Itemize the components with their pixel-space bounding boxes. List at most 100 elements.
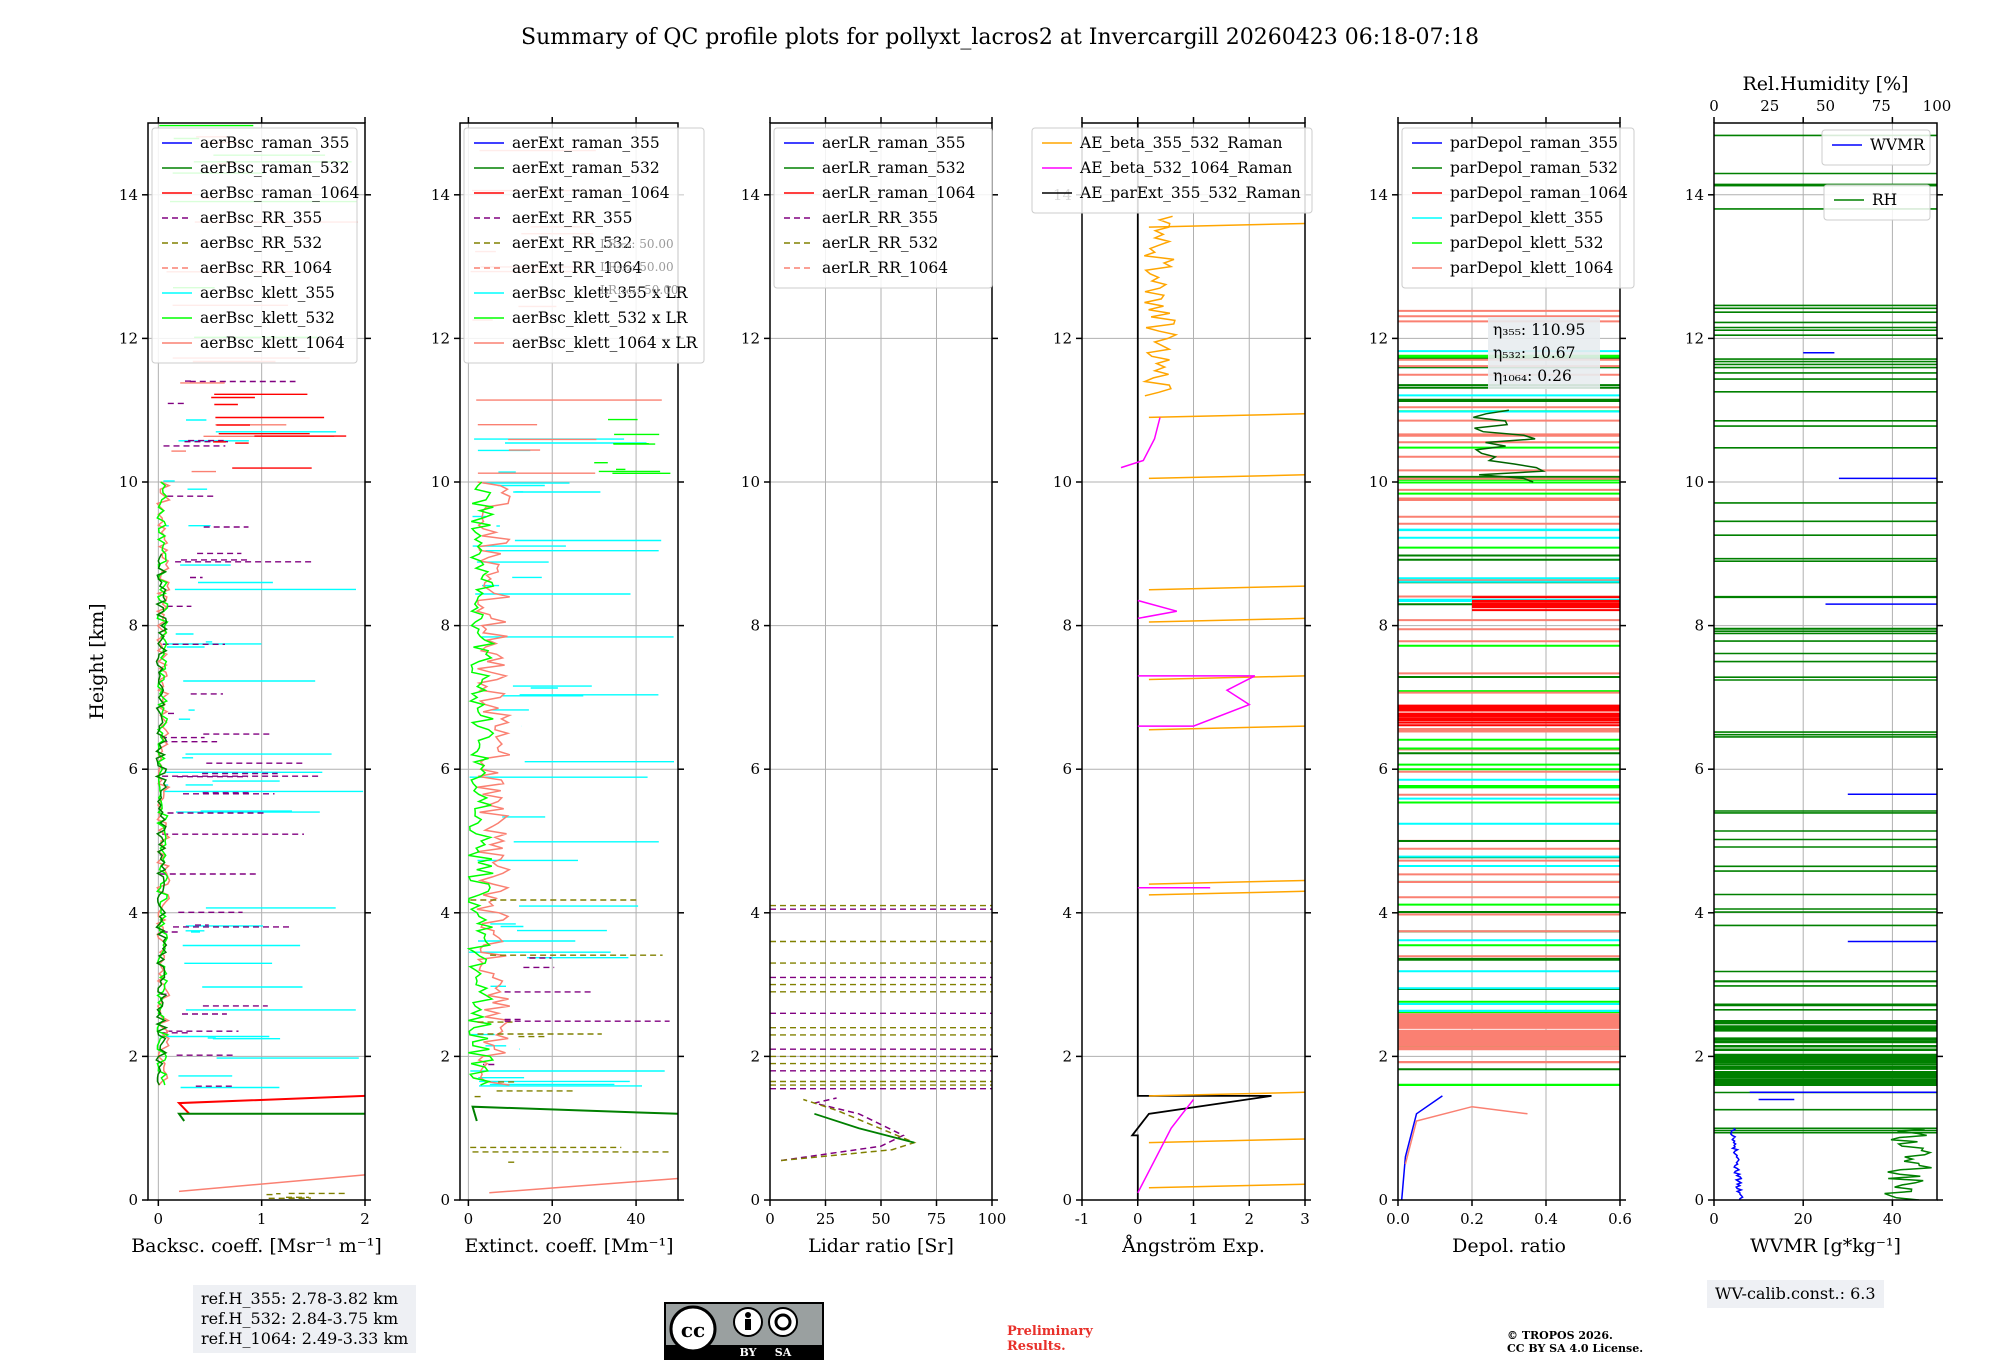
figure-title: Summary of QC profile plots for pollyxt_… (521, 25, 1479, 50)
trace-pardepol-raman-355 (1400, 1095, 1443, 1200)
trace-klett-1064-ext-profile (475, 481, 513, 1086)
cc-icon (669, 1305, 717, 1353)
legend-label: aerExt_RR_355 (512, 209, 633, 227)
x-top-tick-label: 75 (1872, 97, 1891, 115)
panel-frame (459, 122, 679, 1201)
annotation-label: η₁₀₆₄: 0.26 (1493, 367, 1572, 385)
y-tick-label: 4 (128, 904, 138, 922)
legend-label: parDepol_raman_1064 (1450, 184, 1628, 202)
y-tick-label: 12 (1369, 329, 1388, 347)
x-tick-label: 0 (765, 1210, 775, 1228)
panel-frame (1397, 122, 1621, 1201)
y-tick-label: 2 (440, 1047, 450, 1065)
chart-panel-5: 0 2 4 6 8 10 12 14 0.0 0.2 0.4 0.6 Depol. ratio parDe… (1369, 117, 1635, 1257)
y-tick-label: 0 (128, 1191, 138, 1209)
trace-aerlr-rr-532-curve (781, 1098, 917, 1162)
trace-ae-beta-532-1064-8km (1137, 599, 1177, 620)
legend-label: aerLR_raman_355 (822, 134, 965, 152)
trace-ae-beta-355-532-line (1148, 474, 1305, 480)
ref-height-355: ref.H_355: 2.78-3.82 km (201, 1289, 399, 1308)
legend-panel-5: parDepol_raman_355 parDepol_raman_532 parD… (1401, 127, 1635, 289)
trace-ae-beta-532-1064-mid (1137, 675, 1256, 727)
annotation-label: LR₅₃₂: 50.00 (600, 260, 674, 274)
y-tick-label: 2 (750, 1047, 760, 1065)
y-tick-label: 0 (1378, 1191, 1388, 1209)
trace-ae-beta-532-1064-10km (1120, 417, 1161, 469)
y-tick-label: 0 (750, 1191, 760, 1209)
legend-label: AE_beta_355_532_Raman (1079, 134, 1282, 152)
y-tick-label: 10 (431, 473, 450, 491)
y-tick-label: 8 (1378, 617, 1388, 635)
legend-label: aerExt_RR_532 (512, 234, 633, 252)
annotation-box: LR₃₅₅: 50.00 LR₅₃₂: 50.00 LR₁₀₆₄: 50.00 (600, 237, 678, 297)
x-tick-label: 25 (816, 1210, 835, 1228)
legend-label: aerLR_RR_1064 (822, 259, 948, 277)
trace-ae-beta-355-532-line (1148, 1183, 1305, 1189)
legend-label: aerBsc_raman_1064 (200, 184, 360, 202)
trace-aerlr-rr-355-curve (780, 1097, 905, 1162)
trace-ae-beta-355-532-line (1148, 879, 1305, 885)
x-axis-label: Depol. ratio (1452, 1235, 1566, 1257)
y-tick-label: 8 (440, 617, 450, 635)
y-tick-label: 6 (128, 760, 138, 778)
x-tick-label: -1 (1075, 1210, 1090, 1228)
legend-label: parDepol_raman_355 (1450, 134, 1618, 152)
sa-icon (768, 1307, 798, 1337)
ref-height-532: ref.H_532: 2.84-3.75 km (201, 1309, 399, 1328)
legend-label: parDepol_klett_355 (1450, 209, 1603, 227)
traces-group (154, 124, 365, 1199)
trace-rh-profile (1884, 1128, 1933, 1200)
trace-klett-1064-low (489, 1177, 678, 1194)
x-top-tick-label: 25 (1760, 97, 1779, 115)
x-tick-label: 40 (627, 1210, 646, 1228)
trace-pardepol-klett-1064-low (1404, 1105, 1528, 1165)
x-tick-label: 0.0 (1386, 1210, 1410, 1228)
y-tick-label: 4 (1694, 904, 1704, 922)
legend-label: aerLR_raman_1064 (822, 184, 975, 202)
trace-ae-beta-355-532-upper (1142, 215, 1179, 397)
legend-label: aerLR_RR_355 (822, 209, 938, 227)
legend-label: aerExt_raman_355 (512, 134, 660, 152)
y-tick-label: 12 (431, 329, 450, 347)
trace-aerbsc-raman-532-peak (177, 1112, 365, 1122)
x-tick-label: 100 (978, 1210, 1007, 1228)
x-tick-label: 0.2 (1460, 1210, 1484, 1228)
legend-label: aerExt_raman_532 (512, 159, 660, 177)
y-tick-label: 0 (440, 1191, 450, 1209)
trace-ae-beta-532-1064-low (1137, 1099, 1195, 1194)
y-tick-label: 12 (1685, 329, 1704, 347)
legend-label: parDepol_klett_1064 (1450, 259, 1613, 277)
legend-label: aerLR_raman_532 (822, 159, 965, 177)
legend-panel-4: AE_beta_355_532_Raman AE_beta_532_1064_Ra… (1031, 127, 1313, 214)
legend-label: aerLR_RR_532 (822, 234, 938, 252)
x-tick-label: 0 (1709, 1210, 1719, 1228)
chart-panel-6: 0 2 4 6 8 10 12 14 0 20 40 0 25 50 75 100 Rel.Humidity [… (1685, 73, 1951, 1257)
trace-aerbsc-raman-1064-peak (176, 1094, 365, 1115)
x-axis-label: Lidar ratio [Sr] (808, 1235, 954, 1257)
chart-panel-2: 0 2 4 6 8 10 12 14 0 20 40 Extinct. coeff. [Mm⁻¹] ae… (431, 117, 705, 1257)
panel-frame (1713, 122, 1938, 1201)
legend-box (1031, 127, 1313, 214)
ref-height-1064: ref.H_1064: 2.49-3.33 km (201, 1329, 409, 1348)
y-tick-label: 10 (1053, 473, 1072, 491)
y-tick-label: 10 (1369, 473, 1388, 491)
x-tick-label: 20 (1794, 1210, 1813, 1228)
trace-ae-beta-355-532-line (1148, 585, 1305, 591)
legend-rh: RH (1823, 184, 1931, 221)
legend-box (1821, 129, 1931, 166)
legend-label: aerBsc_klett_532 x LR (512, 309, 689, 327)
legend-label: AE_parExt_355_532_Raman (1079, 184, 1301, 202)
legend-wvmr: WVMR (1821, 129, 1931, 166)
panel-frame (147, 122, 366, 1201)
x-tick-label: 0 (154, 1210, 164, 1228)
chart-panel-3: 0 2 4 6 8 10 12 14 0 25 50 75 100 Lidar ratio [Sr] aer… (741, 117, 1006, 1257)
traces-group (1714, 134, 1937, 1200)
y-tick-label: 6 (750, 760, 760, 778)
y-tick-label: 0 (1694, 1191, 1704, 1209)
legend-panel-3: aerLR_raman_355 aerLR_raman_532 aerLR_rama… (773, 127, 993, 289)
legend-label: aerBsc_RR_355 (200, 209, 322, 227)
trace-aerlr-raman-532-curve (814, 1112, 915, 1144)
y-tick-label: 8 (1062, 617, 1072, 635)
legend-panel-1: aerBsc_raman_355 aerBsc_raman_532 aerBsc_r… (151, 127, 360, 364)
legend-label: RH (1872, 191, 1897, 209)
